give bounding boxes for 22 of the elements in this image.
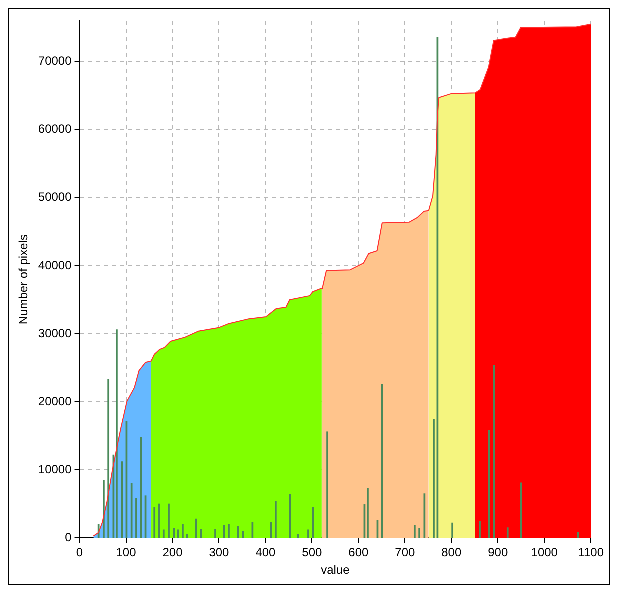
y-tick-label: 10000 bbox=[38, 462, 72, 476]
y-tick-label: 60000 bbox=[38, 122, 72, 136]
x-tick-label: 600 bbox=[348, 546, 370, 560]
y-tick-label: 0 bbox=[65, 530, 72, 545]
x-tick-label: 800 bbox=[442, 546, 462, 560]
x-tick-label: 400 bbox=[256, 546, 276, 560]
x-tick-label: 0 bbox=[76, 546, 84, 560]
y-tick-label: 50000 bbox=[38, 190, 72, 204]
x-tick-label: 700 bbox=[395, 546, 416, 560]
y-tick-label: 30000 bbox=[38, 326, 72, 340]
x-axis-title: value bbox=[321, 563, 350, 578]
y-tick-label: 20000 bbox=[38, 394, 72, 408]
x-tick-label: 1000 bbox=[531, 546, 558, 560]
x-tick-label: 300 bbox=[209, 546, 230, 560]
x-tick-label: 500 bbox=[302, 546, 323, 560]
x-tick-label: 1100 bbox=[578, 546, 604, 560]
y-tick-label: 70000 bbox=[38, 54, 72, 68]
x-tick-label: 100 bbox=[116, 546, 137, 560]
x-tick-label: 900 bbox=[488, 546, 508, 560]
x-tick-label: 200 bbox=[162, 546, 184, 560]
y-tick-label: 40000 bbox=[38, 258, 72, 272]
y-axis-title: Number of pixels bbox=[16, 234, 31, 325]
